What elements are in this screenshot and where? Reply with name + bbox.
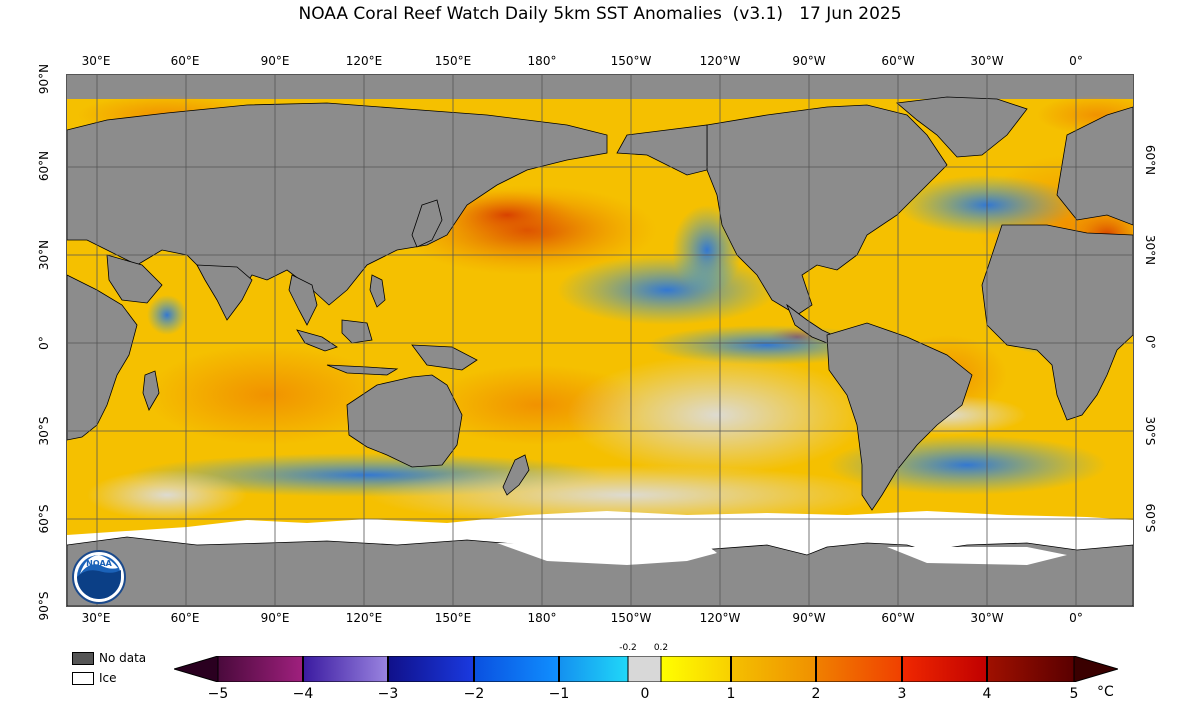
lat-label-left: 60°N xyxy=(37,150,51,182)
sst-anomaly-map xyxy=(66,74,1134,607)
land-japan xyxy=(411,199,443,248)
ice-swatch xyxy=(72,672,94,685)
colorbar-tick: −2 xyxy=(463,686,485,702)
lon-label-bottom: 0° xyxy=(1069,611,1083,625)
ice-label: Ice xyxy=(99,671,117,685)
colorbar-tick: −5 xyxy=(207,686,229,702)
lat-label-right: 60°S xyxy=(1143,503,1157,533)
colorbar-tick: 5 xyxy=(1069,686,1079,702)
lat-label-left: 90°N xyxy=(37,63,51,95)
lon-label-bottom: 90°W xyxy=(792,611,826,625)
lon-label-bottom: 30°E xyxy=(81,611,111,625)
anomaly-patch-neutral xyxy=(567,355,867,475)
land-alaska xyxy=(616,124,708,176)
no-data-swatch xyxy=(72,652,94,665)
legend-no-data: No data xyxy=(72,651,146,665)
lat-label-left: 30°S xyxy=(37,416,51,446)
lon-label-top: 90°W xyxy=(792,54,826,68)
lon-label-top: 30°W xyxy=(970,54,1004,68)
no-data-label: No data xyxy=(99,651,147,665)
lat-label-right: 30°S xyxy=(1143,416,1157,446)
colorbar xyxy=(174,656,1118,682)
land-south-america xyxy=(826,322,973,511)
lon-label-bottom: 180° xyxy=(527,611,557,625)
logo-text: NOAA xyxy=(86,559,112,568)
lon-label-bottom: 60°W xyxy=(881,611,915,625)
lon-label-bottom: 30°W xyxy=(970,611,1004,625)
lon-label-bottom: 120°W xyxy=(699,611,741,625)
land-eurasia xyxy=(67,102,608,306)
land-antarctica xyxy=(67,536,1133,606)
lat-label-left: 90°S xyxy=(37,591,51,621)
land-new-zealand xyxy=(502,454,530,496)
colorbar-tick: 1 xyxy=(726,686,736,702)
lon-label-top: 60°W xyxy=(881,54,915,68)
noaa-logo: NOAA xyxy=(72,550,126,604)
lon-label-bottom: 150°W xyxy=(610,611,652,625)
lon-label-bottom: 120°E xyxy=(345,611,383,625)
colorbar-small-tick: 0.2 xyxy=(653,643,669,653)
land-australia xyxy=(346,374,463,468)
colorbar-tick: −1 xyxy=(548,686,570,702)
lon-label-bottom: 150°E xyxy=(434,611,472,625)
lon-label-top: 0° xyxy=(1069,54,1083,68)
map-title: NOAA Coral Reef Watch Daily 5km SST Anom… xyxy=(298,4,902,24)
colorbar-tick: −4 xyxy=(292,686,314,702)
colorbar-tick: 0 xyxy=(640,686,650,702)
anomaly-patch-cool xyxy=(557,255,777,325)
colorbar-tick: 2 xyxy=(811,686,821,702)
lat-label-right: 0° xyxy=(1143,335,1157,349)
land-greenland xyxy=(896,96,1028,158)
colorbar-unit: °C xyxy=(1097,684,1114,700)
lat-label-left: 60°S xyxy=(37,504,51,534)
land-india xyxy=(196,264,253,321)
land-africa-west xyxy=(981,224,1133,421)
colorbar-tick: 3 xyxy=(897,686,907,702)
lon-label-top: 150°E xyxy=(434,54,472,68)
lon-label-top: 30°E xyxy=(81,54,111,68)
colorbar-small-tick: -0.2 xyxy=(619,643,637,653)
land-africa-east xyxy=(67,274,138,441)
lat-label-left: 30°N xyxy=(37,239,51,271)
lat-label-right: 30°N xyxy=(1143,234,1157,266)
colorbar-tick: 4 xyxy=(982,686,992,702)
land-new-guinea xyxy=(411,344,478,371)
lon-label-top: 120°E xyxy=(345,54,383,68)
lon-label-top: 90°E xyxy=(260,54,290,68)
lon-label-bottom: 60°E xyxy=(170,611,200,625)
lon-label-top: 60°E xyxy=(170,54,200,68)
lon-label-top: 150°W xyxy=(610,54,652,68)
lon-label-top: 120°W xyxy=(699,54,741,68)
legend-ice: Ice xyxy=(72,671,117,685)
lon-label-top: 180° xyxy=(527,54,557,68)
graticule xyxy=(67,75,1133,606)
lat-label-left: 0° xyxy=(37,336,51,350)
map-canvas xyxy=(67,75,1133,606)
lat-label-right: 60°N xyxy=(1143,144,1157,176)
colorbar-tick: −3 xyxy=(377,686,399,702)
land-north-america xyxy=(706,104,948,316)
lon-label-bottom: 90°E xyxy=(260,611,290,625)
